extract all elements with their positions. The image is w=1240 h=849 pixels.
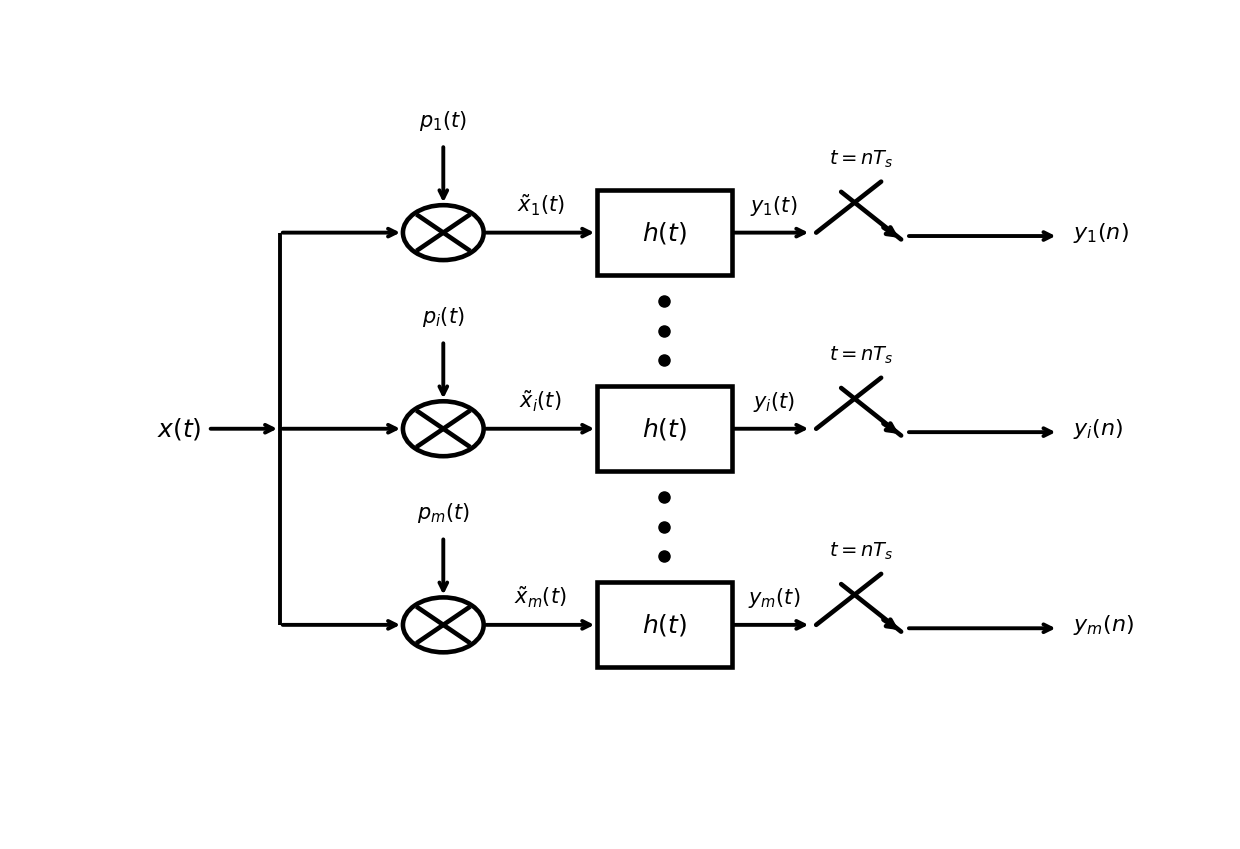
- Text: $p_1(t)$: $p_1(t)$: [419, 109, 467, 132]
- Text: $\tilde{x}_i(t)$: $\tilde{x}_i(t)$: [520, 389, 562, 414]
- Text: $h(t)$: $h(t)$: [642, 416, 687, 441]
- Circle shape: [403, 205, 484, 260]
- Circle shape: [403, 402, 484, 456]
- Text: $\tilde{x}_m(t)$: $\tilde{x}_m(t)$: [515, 585, 567, 610]
- Text: $h(t)$: $h(t)$: [642, 220, 687, 245]
- Text: $t = nT_s$: $t = nT_s$: [828, 149, 894, 170]
- Text: $y_i(n)$: $y_i(n)$: [1073, 417, 1123, 441]
- Bar: [596, 386, 732, 471]
- Bar: [596, 190, 732, 275]
- Text: $x(t)$: $x(t)$: [156, 416, 201, 441]
- Text: $y_1(n)$: $y_1(n)$: [1073, 221, 1128, 245]
- Circle shape: [403, 598, 484, 652]
- Bar: [596, 582, 732, 667]
- Text: $\tilde{x}_1(t)$: $\tilde{x}_1(t)$: [517, 193, 564, 218]
- Text: $h(t)$: $h(t)$: [642, 612, 687, 638]
- Text: $t = nT_s$: $t = nT_s$: [828, 345, 894, 366]
- Text: $y_m(n)$: $y_m(n)$: [1073, 613, 1133, 637]
- Text: $p_m(t)$: $p_m(t)$: [417, 501, 470, 525]
- Text: $t = nT_s$: $t = nT_s$: [828, 541, 894, 562]
- Text: $y_i(t)$: $y_i(t)$: [753, 391, 795, 414]
- Text: $p_i(t)$: $p_i(t)$: [422, 305, 465, 329]
- Text: $y_1(t)$: $y_1(t)$: [750, 194, 797, 218]
- Text: $y_m(t)$: $y_m(t)$: [748, 587, 800, 610]
